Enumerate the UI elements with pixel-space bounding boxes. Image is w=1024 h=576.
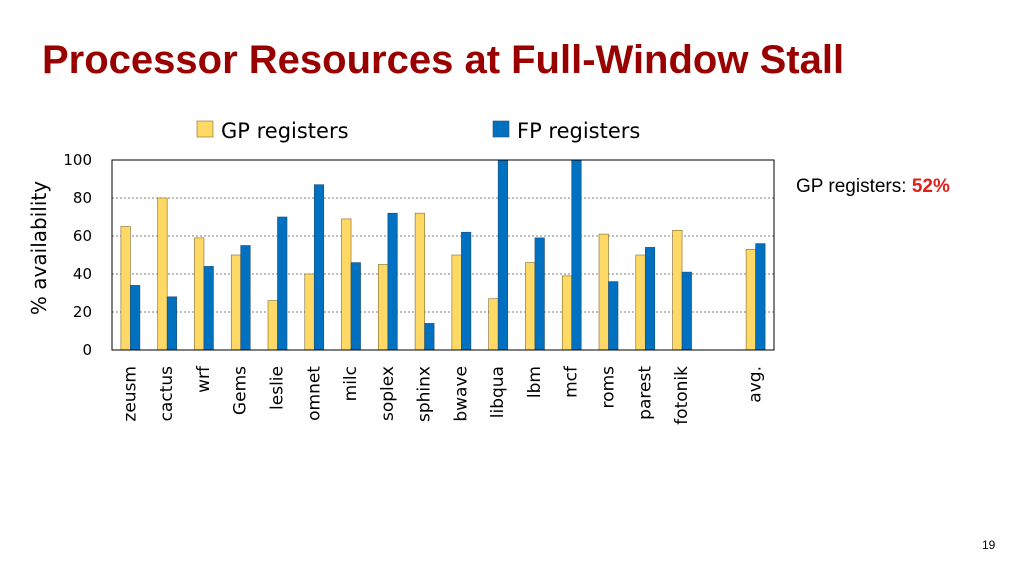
fp-registers-bar-parest: [644, 247, 656, 351]
legend-label: FP registers: [517, 119, 640, 143]
fp-registers-bar-mcf: [571, 159, 582, 351]
callout-value: 52%: [911, 176, 950, 197]
y-tick-label: 0: [82, 341, 92, 359]
legend-label: GP registers: [221, 119, 349, 143]
x-tick-label: wrf: [194, 365, 214, 393]
gp-registers-bar-leslie: [267, 300, 278, 351]
fp-registers-bar-sphinx: [424, 323, 435, 351]
gp-registers-bar-soplex: [378, 264, 389, 351]
legend: GP registers FP registers: [196, 119, 640, 143]
gp-registers-bar-zeusm: [120, 226, 131, 351]
slide-title: Processor Resources at Full-Window Stall: [42, 38, 845, 82]
gp-registers-bar-milc: [341, 218, 352, 351]
fp-registers-bar-lbm: [534, 237, 545, 351]
x-tick-label: fotonik: [672, 366, 692, 425]
fp-registers-bar-bwave: [461, 231, 472, 351]
x-tick-label: sphinx: [415, 366, 435, 422]
legend-swatch-fp-registers: [492, 120, 510, 138]
fp-registers-bar-soplex: [387, 212, 398, 351]
y-tick-label: 80: [73, 189, 92, 207]
callout-label: GP registers:: [796, 176, 907, 197]
x-tick-label: libqua: [488, 366, 508, 418]
fp-registers-bar-libqua: [497, 159, 508, 351]
fp-registers-bar-avg.: [755, 243, 766, 351]
x-tick-label: cactus: [157, 366, 177, 422]
fp-registers-bar-milc: [350, 262, 361, 351]
page-number: 19: [982, 538, 996, 552]
x-tick-label: lbm: [525, 366, 545, 398]
gp-registers-bar-bwave: [451, 254, 462, 351]
gp-registers-bar-lbm: [525, 262, 536, 351]
x-tick-label: Gems: [231, 366, 251, 415]
gp-registers-bar-roms: [598, 233, 609, 351]
fp-registers-bar-fotonik: [681, 271, 692, 351]
fp-registers-bar-roms: [608, 281, 619, 351]
gp-registers-bar-Gems: [230, 254, 242, 351]
x-tick-label: parest: [635, 366, 655, 420]
x-tick-label: milc: [341, 366, 361, 401]
fp-registers-bar-leslie: [277, 216, 288, 351]
x-tick-label: mcf: [562, 365, 582, 398]
plot-frame: [111, 159, 775, 351]
gp-registers-bar-avg.: [745, 249, 756, 351]
gp-registers-bar-omnet: [304, 273, 315, 351]
gp-registers-bar-libqua: [488, 298, 499, 351]
x-tick-label: omnet: [304, 366, 324, 421]
gp-registers-bar-wrf: [194, 237, 205, 351]
y-tick-label: 100: [63, 151, 92, 169]
y-tick-label: 20: [73, 303, 92, 321]
x-tick-label: roms: [599, 366, 619, 409]
x-tick-label: bwave: [451, 366, 471, 422]
gp-registers-bar-parest: [635, 254, 646, 351]
axes: 0 20 40 60 80 100 zeusm cactus wrf Gems leslie omne…: [63, 151, 775, 425]
legend-swatch-gp-registers: [196, 120, 214, 138]
gp-registers-bar-mcf: [561, 275, 573, 351]
y-axis-label: % availability: [27, 181, 51, 315]
gp-registers-bar-fotonik: [672, 230, 683, 351]
gp-registers-bar-sphinx: [414, 212, 425, 351]
y-tick-label: 40: [73, 265, 92, 283]
x-tick-label: zeusm: [120, 366, 140, 422]
bars: [120, 159, 766, 351]
fp-registers-bar-wrf: [203, 266, 214, 351]
y-tick-label: 60: [73, 227, 92, 245]
gp-registers-bar-cactus: [157, 197, 168, 351]
fp-registers-bar-cactus: [166, 296, 177, 351]
x-tick-label: soplex: [378, 366, 398, 421]
gp-registers-callout: GP registers: 52%: [796, 176, 950, 198]
fp-registers-bar-omnet: [313, 184, 325, 351]
fp-registers-bar-zeusm: [130, 285, 141, 351]
fp-registers-bar-Gems: [240, 245, 251, 351]
x-tick-label: avg.: [746, 366, 766, 403]
x-tick-label: leslie: [268, 366, 288, 410]
